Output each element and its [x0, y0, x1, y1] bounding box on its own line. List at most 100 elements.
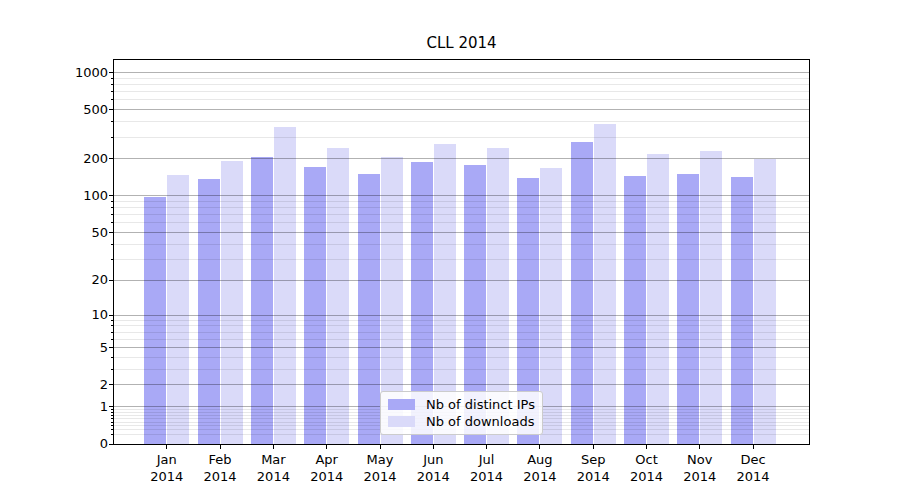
legend: Nb of distinct IPs Nb of downloads — [380, 391, 543, 435]
y-tick-label-500: 500 — [56, 102, 108, 118]
y-tick-0 — [109, 444, 113, 445]
y-minor-tick-70 — [111, 214, 113, 215]
y-minor-tick-900 — [111, 78, 113, 79]
y-tick-100 — [109, 195, 113, 196]
gridline-minor-7 — [114, 332, 809, 333]
x-tick-aug — [539, 445, 540, 449]
y-tick-label-2: 2 — [56, 377, 108, 393]
bar-nb-of-downloads-feb — [221, 161, 243, 444]
y-tick-label-50: 50 — [56, 225, 108, 241]
y-minor-tick-0p3 — [111, 429, 113, 430]
y-tick-50 — [109, 232, 113, 233]
x-tick-feb — [220, 445, 221, 449]
gridline-minor-800 — [114, 84, 809, 85]
x-tick-nov — [699, 445, 700, 449]
gridline-minor-6 — [114, 339, 809, 340]
y-minor-tick-400 — [111, 121, 113, 122]
x-tick-dec — [753, 445, 754, 449]
y-minor-tick-60 — [111, 222, 113, 223]
y-tick-label-0: 0 — [56, 436, 108, 452]
legend-swatch-downloads — [388, 416, 415, 427]
y-tick-label-10: 10 — [56, 307, 108, 323]
bar-nb-of-downloads-sep — [594, 124, 616, 444]
y-minor-tick-0p7 — [111, 415, 113, 416]
y-minor-tick-0p6 — [111, 418, 113, 419]
bar-nb-of-downloads-oct — [647, 154, 669, 444]
y-minor-tick-40 — [111, 244, 113, 245]
x-tick-may — [380, 445, 381, 449]
bar-nb-of-downloads-aug — [540, 168, 562, 444]
gridline-2 — [114, 384, 809, 385]
x-tick-year-dec: 2014 — [721, 468, 785, 485]
y-minor-tick-8 — [111, 325, 113, 326]
bar-nb-of-distinct-ips-oct — [624, 176, 646, 444]
x-tick-jul — [486, 445, 487, 449]
y-minor-tick-7 — [111, 332, 113, 333]
chart-figure: CLL 2014 01251020501002005001000Jan2014F… — [0, 0, 900, 500]
x-tick-apr — [326, 445, 327, 449]
x-tick-jun — [433, 445, 434, 449]
y-minor-tick-300 — [111, 137, 113, 138]
gridline-5 — [114, 347, 809, 348]
y-tick-label-1000: 1000 — [56, 65, 108, 81]
x-tick-month-dec: Dec — [721, 451, 785, 468]
bar-nb-of-distinct-ips-dec — [731, 177, 753, 444]
y-tick-20 — [109, 280, 113, 281]
y-minor-tick-3 — [111, 369, 113, 370]
gridline-1000 — [114, 72, 809, 73]
y-tick-label-5: 5 — [56, 340, 108, 356]
y-tick-1000 — [109, 72, 113, 73]
x-tick-mar — [273, 445, 274, 449]
gridline-minor-8 — [114, 325, 809, 326]
y-tick-5 — [109, 347, 113, 348]
y-minor-tick-0p2 — [111, 434, 113, 435]
legend-label-distinct-ips: Nb of distinct IPs — [426, 397, 535, 412]
y-tick-label-20: 20 — [56, 272, 108, 288]
gridline-200 — [114, 158, 809, 159]
gridline-minor-40 — [114, 244, 809, 245]
y-minor-tick-90 — [111, 201, 113, 202]
bar-nb-of-distinct-ips-mar — [251, 157, 273, 444]
gridline-minor-600 — [114, 99, 809, 100]
gridline-minor-900 — [114, 78, 809, 79]
gridline-500 — [114, 109, 809, 110]
gridline-100 — [114, 195, 809, 196]
gridline-minor-3 — [114, 369, 809, 370]
legend-item-distinct-ips: Nb of distinct IPs — [388, 397, 535, 412]
bar-nb-of-downloads-apr — [327, 148, 349, 444]
bar-nb-of-distinct-ips-feb — [198, 179, 220, 444]
y-tick-2 — [109, 384, 113, 385]
bar-nb-of-distinct-ips-apr — [304, 167, 326, 444]
y-minor-tick-0p9 — [111, 409, 113, 410]
y-tick-label-200: 200 — [56, 151, 108, 167]
gridline-50 — [114, 232, 809, 233]
y-tick-200 — [109, 158, 113, 159]
y-tick-label-100: 100 — [56, 188, 108, 204]
chart-title: CLL 2014 — [114, 33, 809, 53]
y-minor-tick-4 — [111, 357, 113, 358]
legend-swatch-distinct-ips — [388, 399, 415, 410]
x-tick-label-dec: Dec2014 — [721, 451, 785, 485]
gridline-minor-80 — [114, 207, 809, 208]
y-tick-label-1: 1 — [56, 399, 108, 415]
gridline-minor-300 — [114, 137, 809, 138]
y-minor-tick-0p4 — [111, 425, 113, 426]
y-minor-tick-6 — [111, 339, 113, 340]
y-minor-tick-80 — [111, 207, 113, 208]
gridline-minor-4 — [114, 357, 809, 358]
y-minor-tick-30 — [111, 259, 113, 260]
gridline-20 — [114, 280, 809, 281]
gridline-minor-400 — [114, 121, 809, 122]
y-minor-tick-9 — [111, 320, 113, 321]
y-minor-tick-0p5 — [111, 422, 113, 423]
y-tick-1 — [109, 406, 113, 407]
legend-item-downloads: Nb of downloads — [388, 414, 535, 429]
x-tick-oct — [646, 445, 647, 449]
legend-label-downloads: Nb of downloads — [426, 414, 534, 429]
x-tick-jan — [166, 445, 167, 449]
gridline-minor-90 — [114, 201, 809, 202]
y-tick-500 — [109, 109, 113, 110]
y-minor-tick-800 — [111, 84, 113, 85]
gridline-10 — [114, 315, 809, 316]
bar-nb-of-downloads-jan — [167, 175, 189, 444]
